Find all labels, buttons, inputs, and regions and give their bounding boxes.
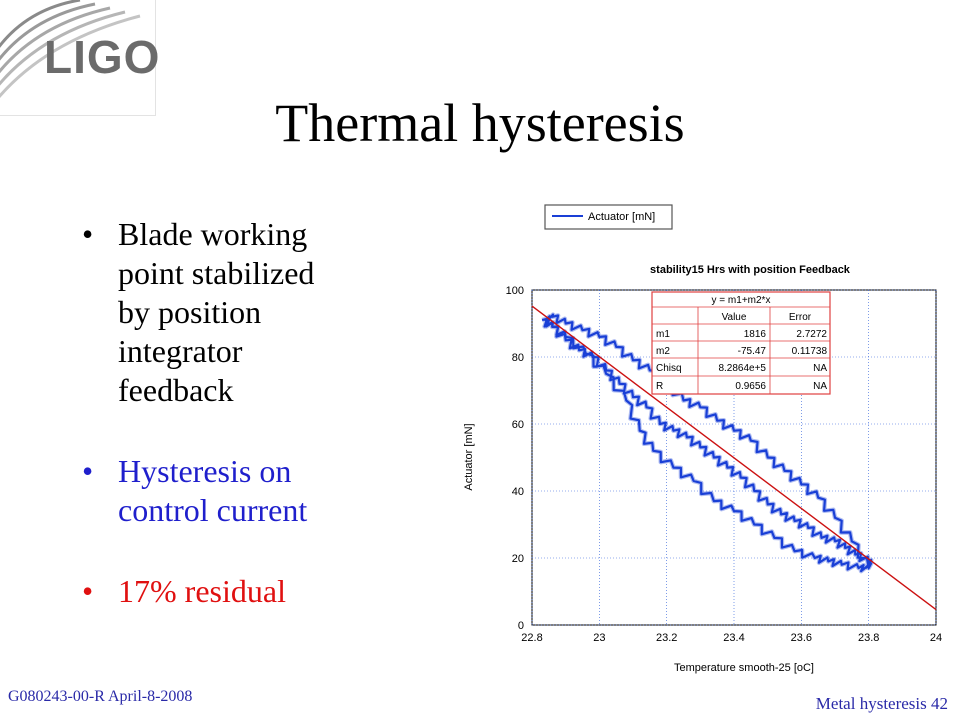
x-tick-label: 23.6: [791, 632, 812, 644]
bullet-item: • Hysteresis on control current: [82, 453, 308, 528]
fit-cell: NA: [813, 363, 827, 374]
fit-line: [531, 305, 937, 611]
bullet-list: • Blade working point stabilized by posit…: [82, 215, 352, 653]
y-tick-label: 0: [518, 620, 524, 632]
chart-legend: Actuator [mN]: [544, 204, 673, 230]
fit-cell: -75.47: [738, 346, 767, 357]
fit-table-header: y = m1+m2*x: [712, 295, 771, 306]
bullet-text: 17% residual: [118, 573, 286, 609]
fit-cell: 1816: [744, 329, 767, 340]
series-group: [531, 305, 937, 611]
bullet-item: • 17% residual: [82, 573, 286, 609]
ligo-logo: LIGO: [0, 0, 159, 116]
bullet-text: Hysteresis on control current: [118, 453, 308, 528]
fit-col-error: Error: [789, 312, 812, 323]
page-footer: Metal hysteresis 42: [815, 694, 948, 713]
bullet-item: • Blade working point stabilized by posit…: [82, 216, 315, 408]
y-tick-label: 60: [512, 419, 524, 431]
y-tick-label: 40: [512, 486, 524, 498]
chart-title: stability15 Hrs with position Feedback: [650, 264, 851, 276]
fit-cell: Chisq: [656, 363, 682, 374]
x-tick-label: 23.4: [723, 632, 744, 644]
x-tick-label: 22.8: [521, 632, 542, 644]
y-axis-label: Actuator [mN]: [463, 423, 475, 490]
fit-cell: 8.2864e+5: [718, 363, 766, 374]
actuator-series-line: [541, 313, 873, 573]
fit-cell: 0.9656: [735, 381, 766, 392]
actuator-series-shadow: [541, 312, 874, 574]
x-tick-label: 23: [593, 632, 605, 644]
fit-cell: m1: [656, 329, 670, 340]
x-tick-label: 23.2: [656, 632, 677, 644]
y-tick-label: 20: [512, 553, 524, 565]
x-tick-label: 24: [930, 632, 942, 644]
ligo-swoosh-icon: [0, 0, 141, 99]
logo-text: LIGO: [44, 31, 161, 83]
grid-lines: [531, 289, 937, 626]
fit-table: y = m1+m2*x Value Error m1 1816 2.7272 m…: [651, 291, 831, 395]
fit-cell: m2: [656, 346, 670, 357]
y-tick-label: 80: [512, 352, 524, 364]
y-tick-label: 100: [506, 285, 524, 297]
fit-cell: NA: [813, 381, 827, 392]
bullet-text: Blade working point stabilized by positi…: [118, 216, 315, 408]
document-id: G080243-00-R April-8-2008: [8, 688, 193, 705]
fit-cell: 2.7272: [796, 329, 827, 340]
actuator-chart: Actuator [mN] stability15 Hrs with posit…: [463, 204, 942, 674]
x-tick-label: 23.8: [858, 632, 879, 644]
legend-label: Actuator [mN]: [588, 211, 655, 223]
x-axis-label: Temperature smooth-25 [oC]: [674, 662, 814, 674]
fit-col-value: Value: [722, 312, 747, 323]
axis-ticks: 22.8 23 23.2 23.4 23.6 23.8 24 0 20 40 60 80 100: [506, 285, 942, 644]
fit-cell: 0.11738: [792, 346, 828, 357]
fit-cell: R: [656, 381, 663, 392]
slide-title: Thermal hysteresis: [275, 93, 685, 153]
